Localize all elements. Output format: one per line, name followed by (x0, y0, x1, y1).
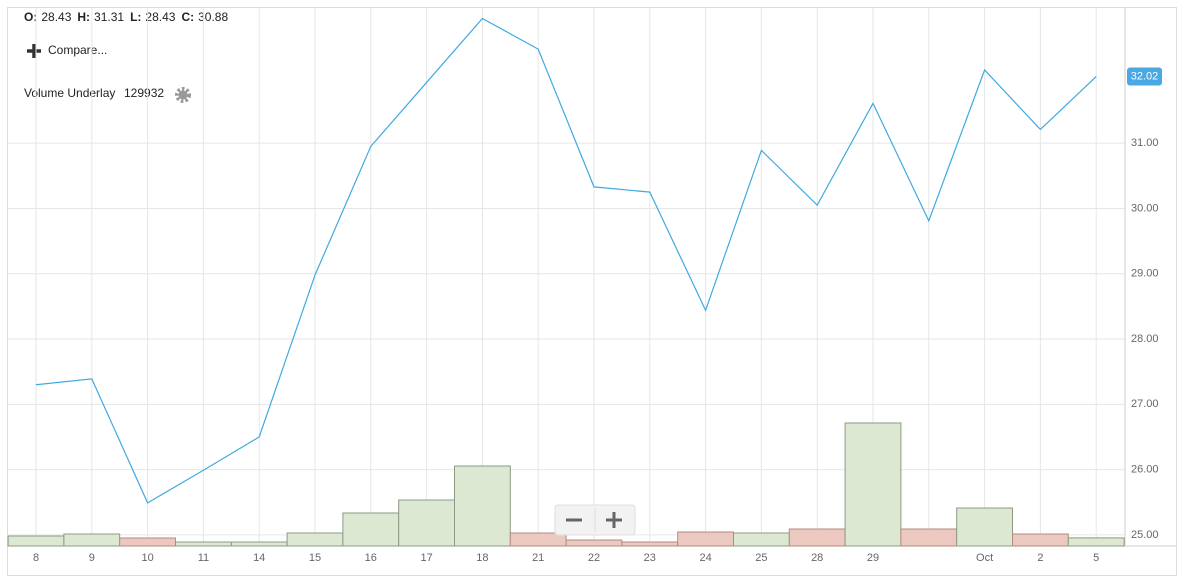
volume-bar (230, 541, 288, 547)
volume-bar (175, 541, 232, 547)
ohlc-label: O: (24, 10, 37, 24)
x-tick-label: 2 (1037, 552, 1043, 564)
x-tick-label: 8 (33, 552, 39, 564)
volume-bar (454, 465, 511, 547)
x-tick-label: 9 (89, 552, 95, 564)
y-tick-label: 30.00 (1131, 202, 1159, 214)
y-tick-label: 26.00 (1131, 464, 1159, 476)
zoom-controls (554, 504, 636, 536)
volume-bar (621, 541, 679, 547)
volume-label: Volume Underlay (24, 86, 115, 100)
x-tick-label: 29 (867, 552, 879, 564)
plus-icon (27, 44, 41, 58)
y-tick-label: 27.00 (1131, 398, 1159, 410)
volume-bar (63, 533, 121, 547)
volume-bar (677, 531, 735, 547)
x-tick-label: 25 (755, 552, 767, 564)
x-tick-label: 28 (811, 552, 823, 564)
ohlc-value: 31.31 (94, 10, 124, 24)
x-tick-label: 5 (1093, 552, 1099, 564)
header: O: 28.43 H: 31.31 L: 28.43 C: 30.88 (24, 10, 228, 24)
ohlc-label: C: (181, 10, 194, 24)
x-tick-label: 23 (644, 552, 656, 564)
y-tick-label: 25.00 (1131, 529, 1159, 541)
frame (7, 7, 1177, 576)
volume-bar (788, 528, 846, 547)
price-line (35, 17, 1097, 504)
volume-bar (565, 539, 623, 547)
x-tick-label: 10 (141, 552, 153, 564)
x-tick-label: 11 (198, 552, 209, 564)
volume-bar (7, 535, 65, 547)
x-tick-label: 15 (309, 552, 321, 564)
x-tick-label: 21 (532, 552, 544, 564)
price-badge-label: 32.02 (1131, 70, 1159, 82)
volume-bar (1012, 533, 1069, 547)
zoom-in[interactable] (606, 512, 622, 528)
y-tick-label: 28.00 (1131, 333, 1159, 345)
x-tick-label: 24 (699, 552, 711, 564)
volume-value: 129932 (124, 86, 164, 100)
volume-bar (342, 512, 400, 547)
x-tick-label: Oct (976, 552, 993, 564)
ohlc-label: H: (77, 10, 90, 24)
volume-bar (1067, 537, 1125, 547)
volume-bar (119, 537, 176, 547)
x-tick-label: 18 (476, 552, 488, 564)
gear-core (178, 90, 188, 100)
ohlc-value: 28.43 (41, 10, 71, 24)
x-tick-label: 16 (365, 552, 377, 564)
x-tick-label: 22 (588, 552, 600, 564)
volume-bar (286, 532, 344, 547)
gear (175, 87, 191, 103)
ohlc-value: 30.88 (198, 10, 228, 24)
settings-icon[interactable] (175, 87, 191, 103)
volume-bar (900, 528, 958, 547)
x-tick-label: 17 (420, 552, 432, 564)
ohlc-label: L: (130, 10, 141, 24)
y-tick-label: 31.00 (1131, 137, 1159, 149)
compare-button[interactable]: Compare... (27, 43, 107, 58)
price-badge (1127, 67, 1162, 86)
volume-bar (733, 532, 790, 547)
x-tick-label: 14 (253, 552, 265, 564)
ohlc-value: 28.43 (145, 10, 175, 24)
compare-label[interactable]: Compare... (48, 43, 107, 57)
volume-bar (398, 499, 456, 547)
volume-bar (844, 422, 902, 547)
volume-bar (956, 507, 1014, 547)
y-tick-label: 29.00 (1131, 268, 1159, 280)
